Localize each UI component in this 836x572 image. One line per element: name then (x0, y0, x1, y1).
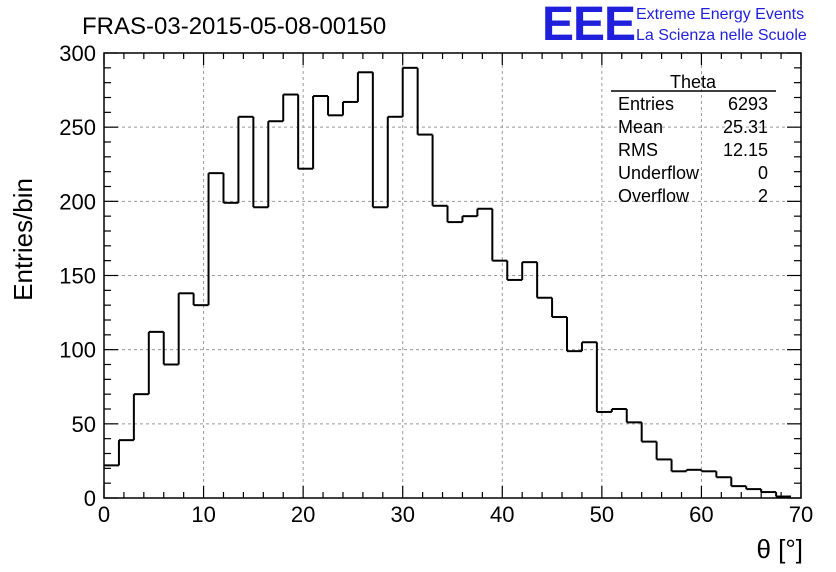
y-tick-label: 0 (84, 486, 96, 511)
axis-ticks (103, 52, 802, 499)
x-axis-label: θ [°] (756, 534, 803, 564)
x-tick-label: 60 (689, 502, 713, 527)
y-tick-label: 250 (59, 115, 96, 140)
x-tick-label: 20 (291, 502, 315, 527)
stats-label: Entries (618, 94, 674, 114)
x-tick-label: 40 (490, 502, 514, 527)
stats-value: 2 (758, 186, 768, 206)
stats-box: Theta Entries 6293 Mean 25.31 RMS 12.15 … (611, 72, 776, 206)
x-tick-label: 0 (98, 502, 110, 527)
y-tick-label: 100 (59, 338, 96, 363)
y-tick-label: 200 (59, 189, 96, 214)
stats-label: Mean (618, 117, 663, 137)
logo: EEE Extreme Energy Events La Scienza nel… (542, 0, 807, 51)
logo-mark: EEE (542, 0, 635, 51)
logo-line-2: La Scienza nelle Scuole (636, 27, 807, 44)
chart-title: FRAS-03-2015-05-08-00150 (82, 13, 386, 40)
y-tick-label: 50 (72, 412, 96, 437)
x-tick-label: 10 (191, 502, 215, 527)
stats-label: Overflow (618, 186, 690, 206)
stats-value: 6293 (728, 94, 768, 114)
grid (104, 53, 801, 498)
stats-value: 25.31 (723, 117, 768, 137)
stats-value: 12.15 (723, 140, 768, 160)
logo-line-1: Extreme Energy Events (636, 6, 804, 23)
y-tick-label: 300 (59, 41, 96, 66)
x-tick-label: 50 (590, 502, 614, 527)
stats-label: RMS (618, 140, 658, 160)
stats-label: Underflow (618, 163, 700, 183)
x-tick-label: 30 (390, 502, 414, 527)
stats-title: Theta (670, 72, 717, 92)
histogram-series (104, 66, 792, 498)
stats-value: 0 (758, 163, 768, 183)
x-tick-label: 70 (789, 502, 813, 527)
y-axis-label: Entries/bin (8, 178, 38, 301)
y-tick-label: 150 (59, 264, 96, 289)
